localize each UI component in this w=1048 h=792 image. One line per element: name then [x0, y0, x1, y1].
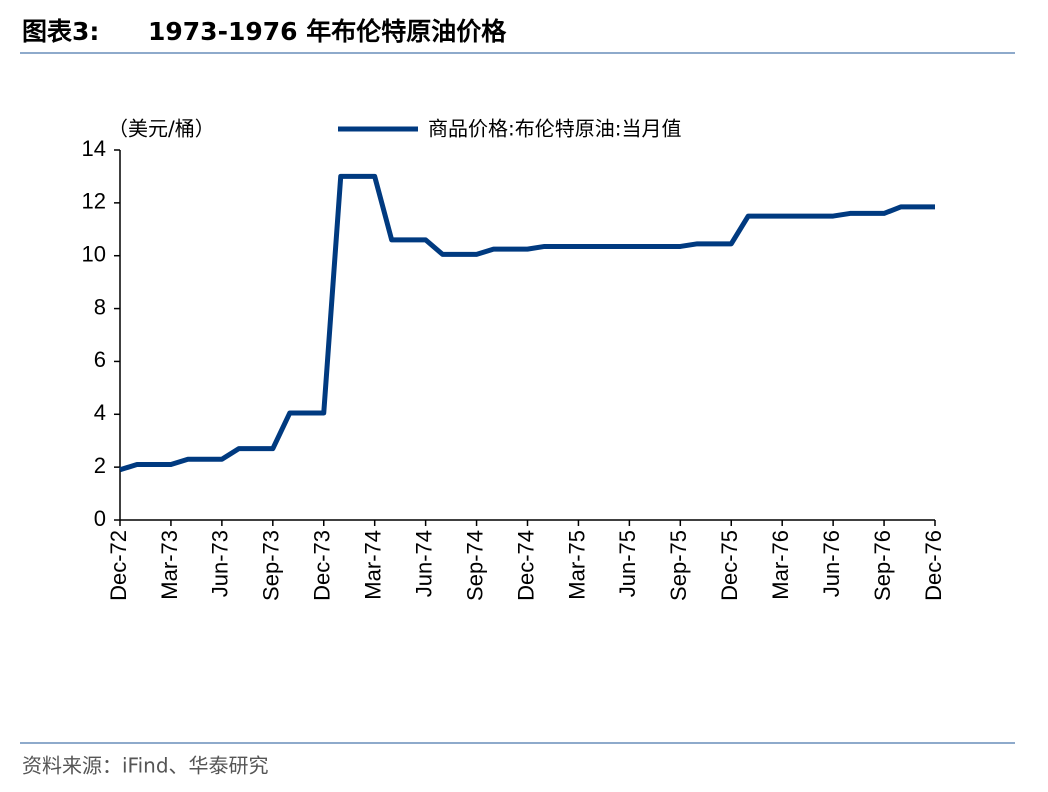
y-tick-label: 0 — [94, 506, 106, 531]
legend-label: 商品价格:布伦特原油:当月值 — [428, 117, 681, 141]
chart-title: 1973-1976 年布伦特原油价格 — [148, 17, 507, 46]
x-tick-label: Dec-76 — [921, 530, 946, 601]
x-tick-label: Mar-74 — [361, 530, 386, 600]
x-tick-label: Dec-72 — [106, 530, 131, 601]
y-tick-label: 6 — [94, 347, 106, 372]
y-unit: （美元/桶） — [108, 117, 215, 141]
y-tick-label: 14 — [82, 136, 106, 161]
x-tick-label: Dec-75 — [717, 530, 742, 601]
x-tick-label: Mar-73 — [157, 530, 182, 600]
x-tick-label: Jun-73 — [208, 530, 233, 597]
x-tick-label: Jun-75 — [615, 530, 640, 597]
x-tick-label: Jun-76 — [819, 530, 844, 597]
y-tick-label: 2 — [94, 453, 106, 478]
source: 资料来源：iFind、华泰研究 — [22, 754, 269, 778]
x-tick-label: Mar-75 — [564, 530, 589, 600]
figure-label: 图表3: — [22, 17, 99, 46]
x-tick-label: Sep-76 — [870, 530, 895, 601]
x-tick-label: Sep-75 — [666, 530, 691, 601]
y-tick-label: 4 — [94, 400, 106, 425]
x-tick-label: Sep-74 — [462, 530, 487, 601]
x-tick-label: Dec-73 — [310, 530, 335, 601]
data-line — [119, 173, 935, 473]
y-tick-label: 8 — [94, 294, 106, 319]
x-tick-label: Jun-74 — [411, 530, 436, 597]
x-tick-label: Mar-76 — [768, 530, 793, 600]
x-tick-label: Dec-74 — [513, 530, 538, 601]
y-tick-label: 10 — [82, 242, 106, 267]
x-tick-label: Sep-73 — [259, 530, 284, 601]
y-tick-label: 12 — [82, 189, 106, 214]
